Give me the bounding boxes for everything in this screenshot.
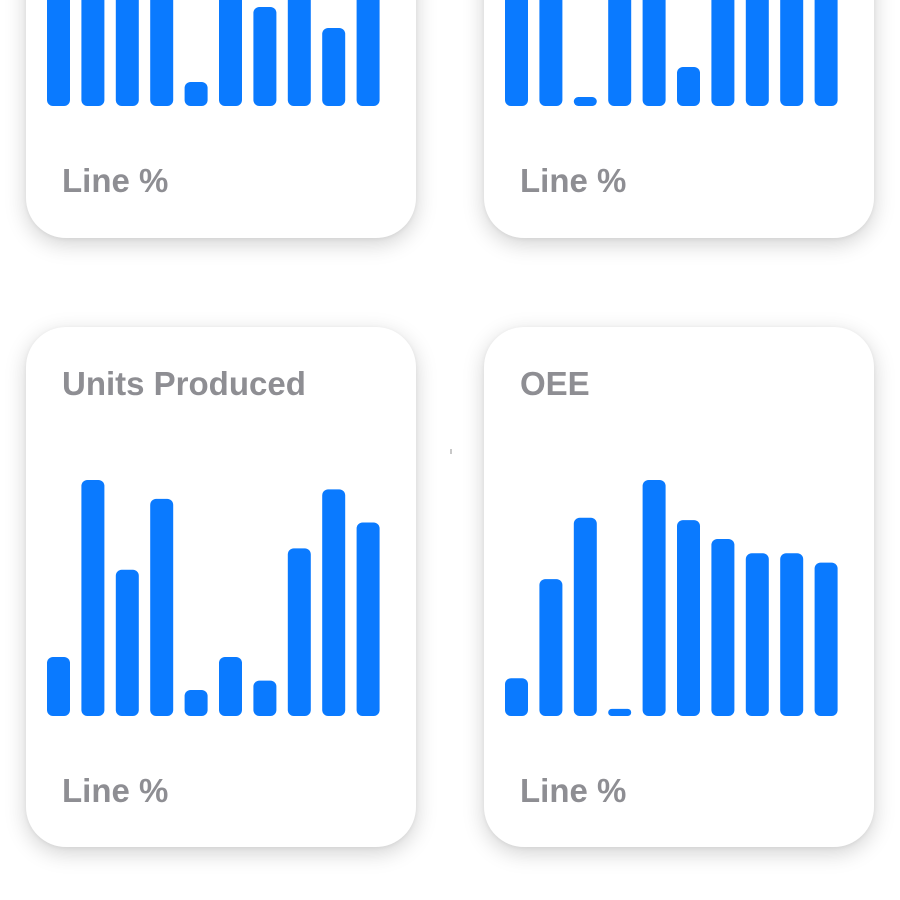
chart-bar-7	[711, 0, 735, 106]
chart-bar-4	[150, 0, 174, 106]
card-title: OEE	[520, 365, 590, 402]
chart-bar-3	[573, 517, 597, 716]
chart-bar-6	[219, 0, 242, 106]
chart-bar-8	[287, 548, 311, 716]
chart-bar-8	[745, 553, 769, 716]
chart-bar-7	[253, 680, 277, 716]
chart-bar-6	[219, 657, 242, 716]
card-footer-label: Line %	[520, 162, 627, 199]
chart-bar-10	[814, 562, 838, 716]
card-footer-label: Line %	[62, 162, 169, 199]
card-footer-label: Line %	[520, 772, 627, 809]
chart-bar-7	[253, 7, 277, 106]
kpi-card-line-2[interactable]: Line %	[484, 0, 874, 238]
chart-bar-1	[505, 0, 528, 106]
chart-bar-10	[814, 0, 838, 106]
chart-bar-4	[608, 708, 632, 716]
chart-bar-2	[539, 0, 563, 106]
bar-chart	[505, 0, 838, 106]
chart-bar-2	[81, 480, 105, 716]
chart-bar-1	[505, 678, 528, 716]
chart-bar-5	[184, 82, 208, 106]
card-footer-label: Line %	[62, 772, 169, 809]
chart-bar-5	[642, 480, 666, 716]
chart-bar-9	[780, 553, 804, 716]
chart-bar-1	[47, 0, 70, 106]
chart-bar-10	[356, 522, 380, 716]
chart-bar-9	[780, 0, 804, 106]
kpi-card-line-1[interactable]: Line %	[26, 0, 416, 238]
chart-bar-2	[81, 0, 105, 106]
chart-bar-6	[677, 520, 700, 716]
chart-bar-4	[608, 0, 632, 106]
chart-bar-9	[322, 28, 346, 106]
chart-bar-1	[47, 657, 70, 716]
chart-bar-3	[115, 569, 139, 716]
chart-bar-6	[677, 67, 700, 106]
bar-chart	[47, 480, 380, 716]
bar-chart	[505, 480, 838, 716]
chart-bar-4	[150, 498, 174, 716]
kpi-card-oee[interactable]: OEE Line %	[484, 327, 874, 847]
chart-bar-5	[184, 690, 208, 716]
chart-bar-9	[322, 489, 346, 716]
chart-bar-10	[356, 0, 380, 106]
bar-chart	[47, 0, 380, 106]
chart-bar-3	[573, 97, 597, 106]
chart-bar-8	[745, 0, 769, 106]
chart-bar-3	[115, 0, 139, 106]
chart-bar-2	[539, 579, 563, 716]
chart-bar-5	[642, 0, 666, 106]
kpi-card-units-produced[interactable]: Units Produced Line %	[26, 327, 416, 847]
scroll-indicator-dot	[450, 449, 452, 454]
chart-bar-8	[287, 0, 311, 106]
chart-bar-7	[711, 539, 735, 716]
card-title: Units Produced	[62, 365, 306, 402]
